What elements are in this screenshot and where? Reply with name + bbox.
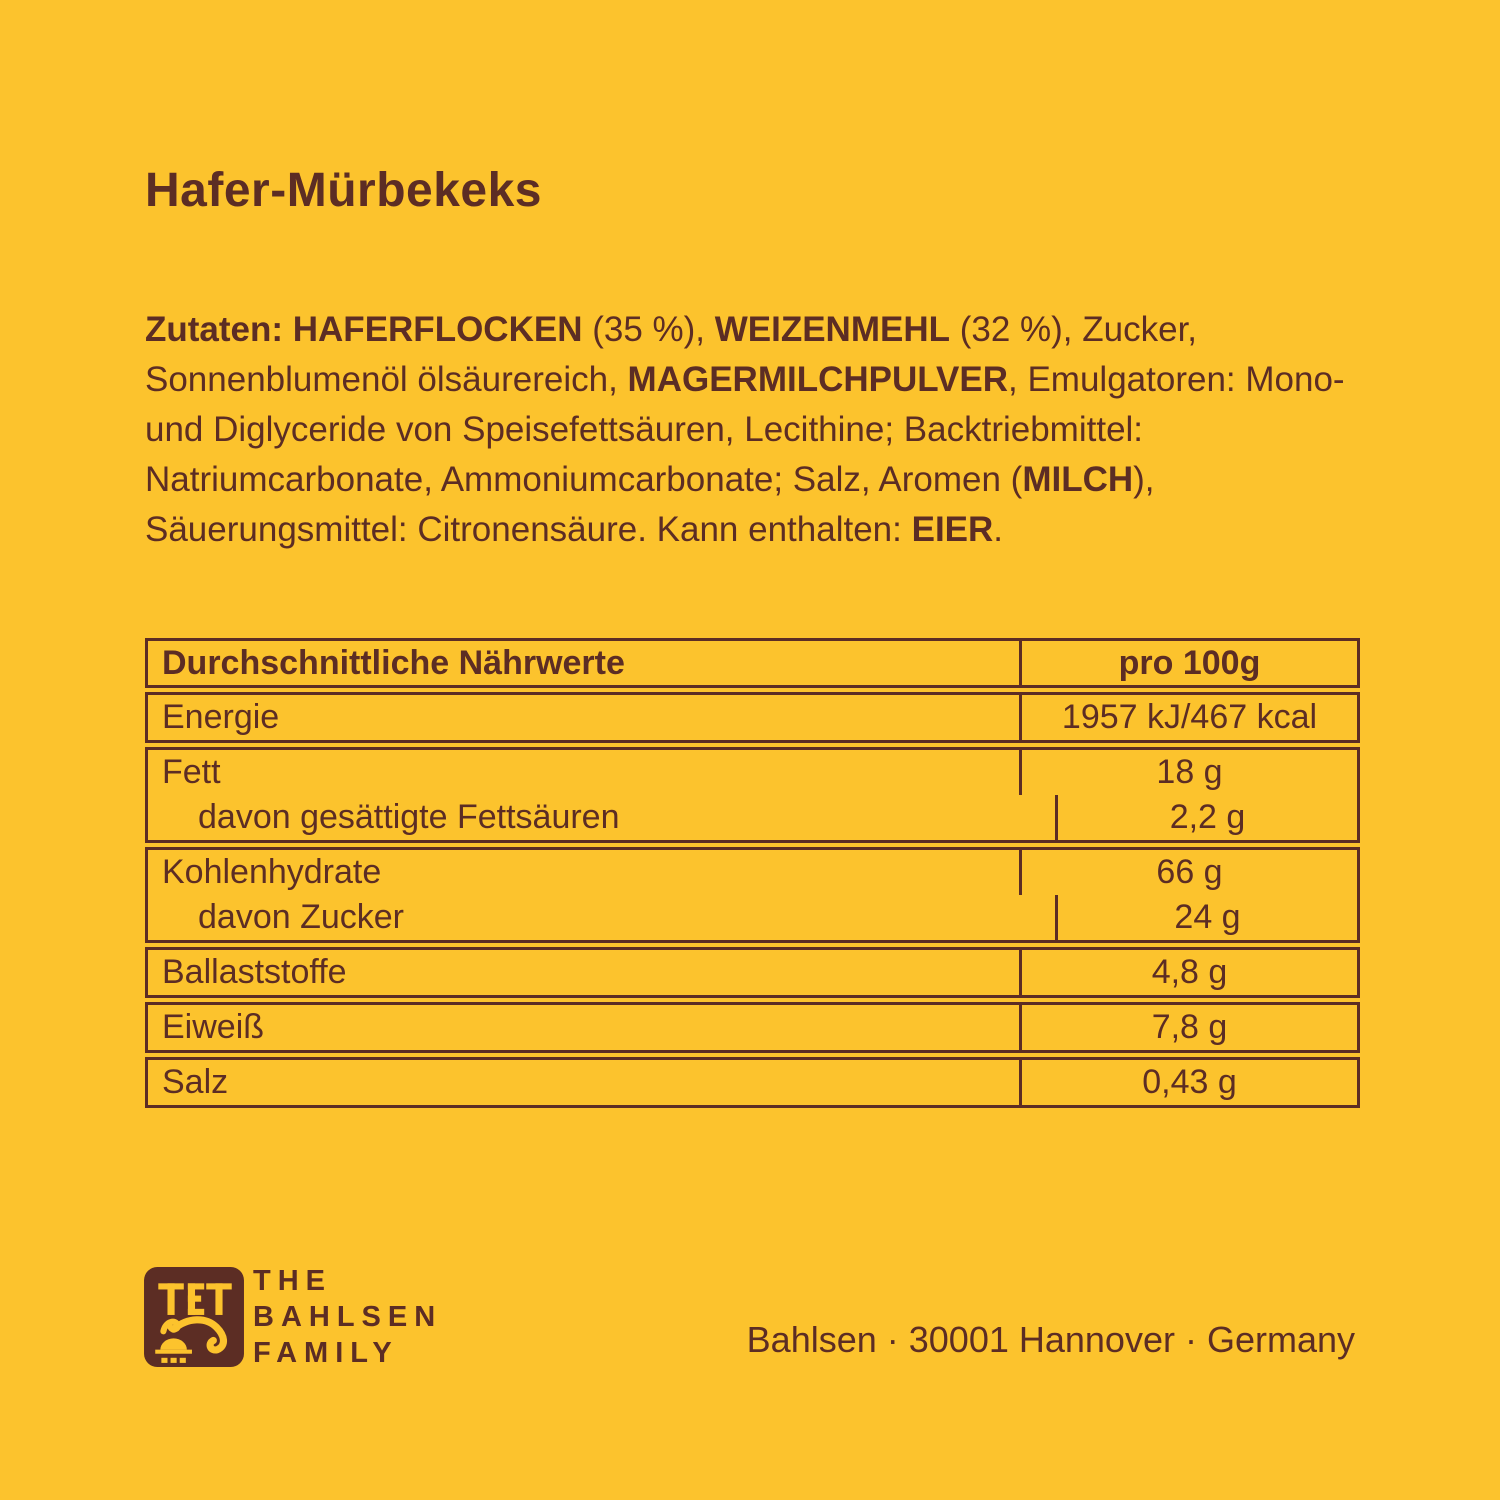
nutrition-value: 1957 kJ/467 kcal bbox=[1019, 695, 1357, 740]
nutrition-label: Kohlenhydrate bbox=[162, 853, 382, 891]
table-row: davon gesättigte Fettsäuren 2,2 g bbox=[148, 795, 1357, 840]
ingredient-text: , Emulgatoren: Mono- und Diglyceride von… bbox=[145, 360, 1345, 499]
nutrition-value: 18 g bbox=[1019, 750, 1357, 795]
table-row: Durchschnittliche Nährwerte pro 100g bbox=[148, 641, 1357, 685]
altar-glyph bbox=[155, 1338, 192, 1363]
product-title: Hafer-Mürbekeks bbox=[145, 164, 542, 217]
nutrition-label: davon Zucker bbox=[198, 898, 404, 936]
nutrition-value: 2,2 g bbox=[1055, 795, 1357, 840]
ingredient-emphasis: Zutaten: HAFERFLOCKEN bbox=[145, 310, 583, 349]
nutrition-row-group: Energie 1957 kJ/467 kcal bbox=[145, 692, 1360, 743]
nutrition-table-header: Durchschnittliche Nährwerte pro 100g bbox=[145, 638, 1360, 688]
table-row: Ballaststoffe 4,8 g bbox=[148, 950, 1357, 995]
nutrition-label: Energie bbox=[162, 698, 280, 736]
ingredient-text: ), Säuerungsmittel: Citronensäure. Kann … bbox=[145, 460, 1155, 549]
ingredient-emphasis: MAGERMILCHPULVER bbox=[627, 360, 1009, 399]
table-row: Eiweiß 7,8 g bbox=[148, 1005, 1357, 1050]
nutrition-table: Durchschnittliche Nährwerte pro 100g Ene… bbox=[145, 638, 1360, 1112]
nutrition-row-group: Kohlenhydrate 66 g davon Zucker 24 g bbox=[145, 847, 1360, 943]
nutrition-value: 4,8 g bbox=[1019, 950, 1357, 995]
bahlsen-tet-logo-icon bbox=[144, 1267, 244, 1367]
nutrition-label: Ballaststoffe bbox=[162, 953, 347, 991]
wordmark-line: BAHLSEN bbox=[253, 1301, 443, 1333]
nutrition-header-label: Durchschnittliche Nährwerte bbox=[162, 644, 625, 682]
table-row: Energie 1957 kJ/467 kcal bbox=[148, 695, 1357, 740]
ingredient-emphasis: EIER bbox=[911, 510, 994, 549]
table-row: Fett 18 g bbox=[148, 750, 1357, 795]
nutrition-label: Fett bbox=[162, 753, 221, 791]
wordmark-line: THE bbox=[253, 1265, 332, 1297]
nutrition-row-group: Eiweiß 7,8 g bbox=[145, 1002, 1360, 1053]
manufacturer-address: Bahlsen · 30001 Hannover · Germany bbox=[746, 1319, 1355, 1360]
nutrition-header-value: pro 100g bbox=[1019, 641, 1357, 685]
wordmark-line: FAMILY bbox=[253, 1337, 399, 1369]
nutrition-row-group: Ballaststoffe 4,8 g bbox=[145, 947, 1360, 998]
ingredient-emphasis: MILCH bbox=[1022, 460, 1134, 499]
ingredient-text: (32 %), Zucker, Sonnenblumenöl ölsäurere… bbox=[145, 310, 1198, 399]
nutrition-table-body: Energie 1957 kJ/467 kcal Fett 18 g davon ges… bbox=[145, 692, 1360, 1108]
nutrition-value: 24 g bbox=[1055, 895, 1357, 940]
nutrition-label: davon gesättigte Fettsäuren bbox=[198, 798, 620, 836]
nutrition-value: 7,8 g bbox=[1019, 1005, 1357, 1050]
bahlsen-family-wordmark: THE BAHLSEN FAMILY bbox=[253, 1263, 442, 1371]
tet-letters bbox=[158, 1283, 232, 1315]
table-row: Salz 0,43 g bbox=[148, 1060, 1357, 1105]
nutrition-value: 66 g bbox=[1019, 850, 1357, 895]
nutrition-row-group: Fett 18 g davon gesättigte Fettsäuren 2,2 g bbox=[145, 747, 1360, 843]
ingredient-text: (35 %), bbox=[582, 310, 715, 349]
table-row: Kohlenhydrate 66 g bbox=[148, 850, 1357, 895]
ingredient-text: . bbox=[993, 510, 1004, 549]
nutrition-label: Eiweiß bbox=[162, 1008, 265, 1046]
ingredient-emphasis: WEIZENMEHL bbox=[714, 310, 950, 349]
nutrition-row-group: Salz 0,43 g bbox=[145, 1057, 1360, 1108]
table-row: davon Zucker 24 g bbox=[148, 895, 1357, 940]
ingredients-paragraph: Zutaten: HAFERFLOCKEN (35 %), WEIZENMEHL… bbox=[145, 305, 1385, 555]
nutrition-value: 0,43 g bbox=[1019, 1060, 1357, 1105]
snake-body bbox=[170, 1316, 228, 1354]
nutrition-label: Salz bbox=[162, 1063, 229, 1101]
